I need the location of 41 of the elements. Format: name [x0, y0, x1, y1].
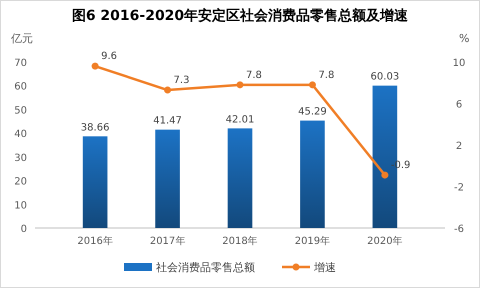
x-tick-label: 2018年 [222, 235, 258, 247]
legend-label: 增速 [313, 261, 336, 274]
bar [155, 130, 180, 228]
y-tick-label: 10 [14, 200, 27, 212]
point [308, 81, 316, 88]
point [92, 62, 99, 70]
y-tick-label: 70 [14, 58, 27, 69]
y-tick-label: 60 [14, 82, 27, 93]
y-tick-label: 30 [14, 152, 27, 164]
bar [228, 128, 252, 228]
y2-tick-label: -6 [454, 224, 464, 235]
x-tick-label: 2019年 [294, 235, 330, 247]
data-label: 42.01 [226, 114, 254, 126]
x-tick-label: 2016年 [77, 235, 113, 247]
y-tick-label: 0 [20, 224, 27, 235]
y2-tick-label: 6 [456, 100, 462, 110]
y-tick-label: 40 [14, 129, 27, 140]
point [236, 81, 244, 88]
data-label: 9.6 [101, 51, 118, 62]
x-tick-label: 2017年 [150, 235, 186, 247]
bar [300, 120, 325, 228]
x-tick-label: 2020年 [367, 235, 403, 247]
bar [82, 136, 108, 228]
legend-label: 社会消费品零售总额 [156, 261, 255, 274]
y2-tick-label: 2 [456, 141, 462, 152]
point [381, 172, 388, 179]
y-axis-title: 亿元 [10, 32, 33, 45]
data-label: 38.66 [80, 122, 110, 134]
data-label: 60.03 [370, 72, 400, 83]
y2-tick-label: -2 [454, 182, 464, 194]
chart-title: 图6 2016-2020年安定区社会消费品零售总额及增速 [72, 7, 410, 24]
data-label: 41.47 [153, 116, 182, 127]
data-label: 45.29 [298, 106, 327, 118]
y-tick-label: 50 [14, 105, 27, 116]
data-label: 7.3 [174, 75, 190, 86]
data-label: 7.8 [318, 70, 334, 81]
y2-axis-title: % [459, 32, 470, 45]
y-tick-label: 20 [14, 176, 27, 188]
point [164, 86, 172, 94]
data-label: 7.8 [246, 70, 262, 81]
y2-tick-label: 10 [452, 58, 466, 69]
